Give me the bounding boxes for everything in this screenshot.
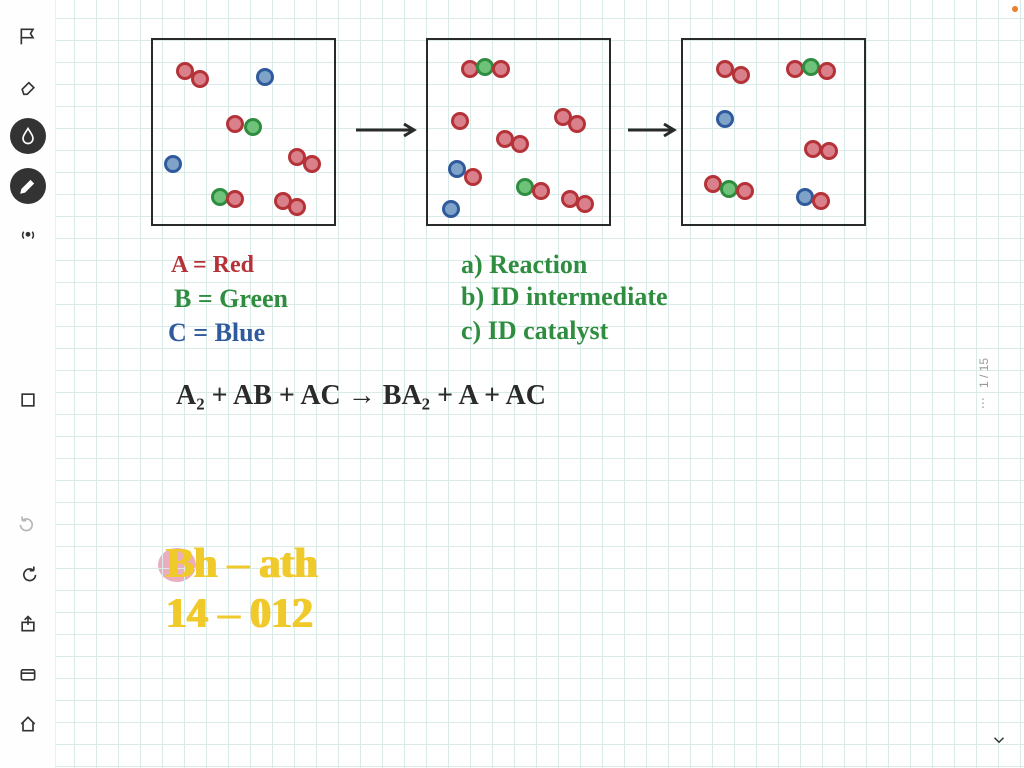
- molecule-blue: [716, 110, 734, 128]
- molecule-red: [303, 155, 321, 173]
- molecule-red: [226, 190, 244, 208]
- molecule-red: [812, 192, 830, 210]
- molecule-red: [492, 60, 510, 78]
- share-tool[interactable]: [10, 606, 46, 642]
- broadcast-tool[interactable]: [10, 218, 46, 254]
- molecule-red: [451, 112, 469, 130]
- label-q-a: a) Reaction: [461, 250, 587, 280]
- home-tool[interactable]: [10, 706, 46, 742]
- label-q-b: b) ID intermediate: [461, 282, 668, 312]
- molecule-red: [532, 182, 550, 200]
- molecule-blue: [796, 188, 814, 206]
- notification-dot: [1012, 6, 1018, 12]
- canvas[interactable]: A = Red B = Green C = Blue a) Reactionb) ID…: [56, 0, 1024, 768]
- molecule-red: [736, 182, 754, 200]
- card-tool[interactable]: [10, 656, 46, 692]
- chevron-down-icon[interactable]: [990, 731, 1008, 754]
- canvas-tool[interactable]: [10, 382, 46, 418]
- redo-tool[interactable]: [10, 506, 46, 542]
- page-menu-icon[interactable]: ⋮: [977, 396, 991, 410]
- label-legend-a: A = Red: [171, 252, 254, 279]
- molecule-red: [511, 135, 529, 153]
- page-count: 1 / 15: [977, 358, 991, 388]
- reaction-box-3: [681, 38, 866, 226]
- label-legend-c: C = Blue: [168, 318, 265, 348]
- label-legend-b: B = Green: [174, 284, 288, 314]
- molecule-blue: [256, 68, 274, 86]
- eraser-tool[interactable]: [10, 68, 46, 104]
- molecule-red: [288, 198, 306, 216]
- molecule-red: [226, 115, 244, 133]
- molecule-green: [244, 118, 262, 136]
- label-note1: Bh – ath: [166, 540, 318, 588]
- molecule-green: [802, 58, 820, 76]
- pen-tool[interactable]: [10, 168, 46, 204]
- label-note2: 14 – 012: [166, 590, 313, 638]
- page-indicator[interactable]: ⋮ 1 / 15: [977, 358, 991, 410]
- molecule-red: [464, 168, 482, 186]
- label-equation: A₂ + AB + AC → BA₂ + A + AC: [176, 380, 546, 412]
- flag-tool[interactable]: [10, 18, 46, 54]
- molecule-red: [818, 62, 836, 80]
- molecule-red: [568, 115, 586, 133]
- molecule-red: [191, 70, 209, 88]
- molecule-red: [576, 195, 594, 213]
- molecule-red: [732, 66, 750, 84]
- label-q-c: c) ID catalyst: [461, 316, 608, 346]
- molecule-green: [516, 178, 534, 196]
- toolbar: [0, 0, 56, 768]
- undo-tool[interactable]: [10, 556, 46, 592]
- ink-tool[interactable]: [10, 118, 46, 154]
- molecule-blue: [442, 200, 460, 218]
- molecule-red: [820, 142, 838, 160]
- molecule-blue: [164, 155, 182, 173]
